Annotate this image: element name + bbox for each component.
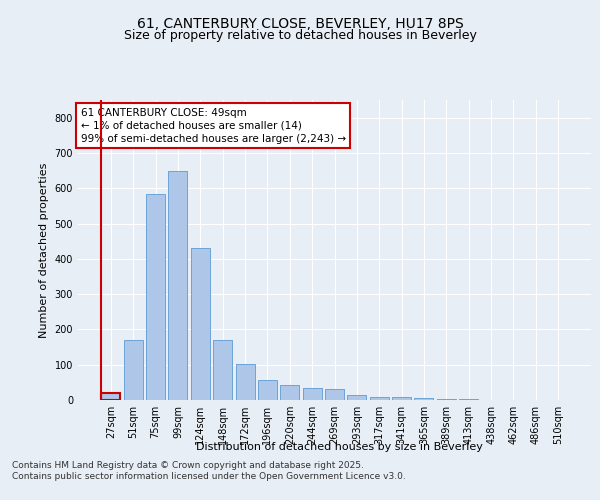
Bar: [169, 172, 187, 400]
Bar: [415, 398, 433, 400]
Text: 61, CANTERBURY CLOSE, BEVERLEY, HU17 8PS: 61, CANTERBURY CLOSE, BEVERLEY, HU17 8PS: [137, 18, 463, 32]
Bar: [437, 399, 456, 400]
Text: Contains public sector information licensed under the Open Government Licence v3: Contains public sector information licen…: [12, 472, 406, 481]
Bar: [325, 390, 344, 400]
Text: 61 CANTERBURY CLOSE: 49sqm
← 1% of detached houses are smaller (14)
99% of semi-: 61 CANTERBURY CLOSE: 49sqm ← 1% of detac…: [80, 108, 346, 144]
Text: Contains HM Land Registry data © Crown copyright and database right 2025.: Contains HM Land Registry data © Crown c…: [12, 461, 364, 470]
Bar: [347, 395, 367, 400]
Text: Distribution of detached houses by size in Beverley: Distribution of detached houses by size …: [196, 442, 482, 452]
Bar: [236, 364, 254, 400]
Text: Size of property relative to detached houses in Beverley: Size of property relative to detached ho…: [124, 28, 476, 42]
Bar: [124, 340, 143, 400]
Bar: [370, 397, 389, 400]
Bar: [258, 380, 277, 400]
Bar: [392, 397, 411, 400]
Bar: [146, 194, 165, 400]
Bar: [213, 340, 232, 400]
Y-axis label: Number of detached properties: Number of detached properties: [39, 162, 49, 338]
Bar: [280, 385, 299, 400]
Bar: [101, 393, 121, 400]
Bar: [191, 248, 210, 400]
Bar: [302, 388, 322, 400]
